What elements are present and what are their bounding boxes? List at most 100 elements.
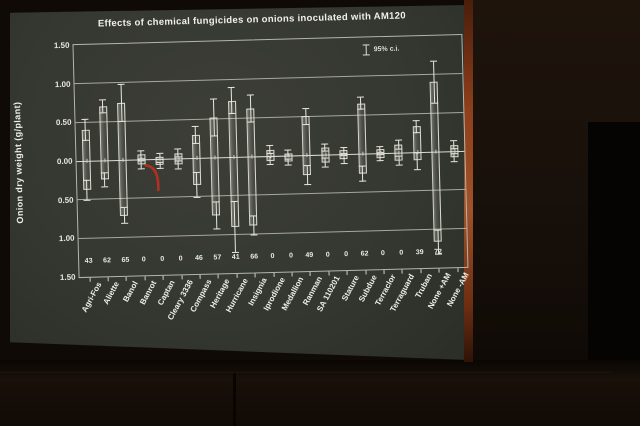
zero-axis-tick — [435, 149, 437, 154]
colonization-value: 62 — [103, 257, 112, 265]
colonization-value: 0 — [141, 256, 146, 264]
error-bar-cap — [193, 172, 201, 174]
y-tick-label: 1.00 — [58, 233, 75, 244]
y-tick-label: 1.50 — [53, 40, 70, 51]
colonization-value: 65 — [121, 256, 130, 264]
colonization-value: 0 — [380, 250, 385, 258]
y-tick-label: 0.50 — [55, 118, 72, 128]
error-bar-cap — [430, 102, 438, 104]
error-bar-cap — [395, 164, 403, 166]
error-bar-cap — [212, 200, 220, 203]
zero-axis-tick — [380, 151, 382, 156]
error-bar-cap — [230, 200, 238, 202]
error-bar-cap — [358, 165, 366, 167]
zero-axis-tick — [214, 155, 216, 160]
zero-axis-tick — [177, 156, 180, 161]
error-bar-cap — [450, 140, 458, 142]
colonization-value: 72 — [434, 248, 443, 256]
colonization-value: 0 — [178, 255, 183, 263]
error-bar-cap — [120, 222, 128, 224]
error-bar-cap — [156, 161, 164, 163]
error-bar-cap — [321, 166, 329, 168]
screen-edge-strip — [464, 0, 473, 362]
zero-axis-tick — [141, 157, 143, 162]
error-bar-cap — [210, 135, 218, 137]
error-bar-upper — [415, 120, 418, 133]
error-bar-cap — [174, 148, 182, 150]
wall-edge-line — [0, 372, 610, 373]
laser-pointer-mark — [143, 161, 170, 201]
error-bar-cap — [249, 215, 257, 217]
colonization-value: 46 — [195, 254, 203, 263]
error-bar-cap — [213, 228, 221, 230]
error-bar-cap — [246, 94, 254, 97]
colonization-value: 43 — [84, 257, 93, 265]
y-tick-label: 1.50 — [59, 272, 76, 283]
colonization-value: 57 — [213, 254, 222, 262]
colonization-value: 62 — [360, 250, 369, 258]
error-bar-cap — [228, 113, 236, 115]
zero-axis-tick — [122, 157, 124, 162]
error-bar-cap — [429, 60, 437, 62]
error-bar-upper — [305, 108, 307, 125]
error-bar-upper — [359, 97, 362, 110]
legend-label: 95% c.i. — [373, 45, 400, 54]
error-bar-cap — [356, 96, 364, 98]
category-label: Banol — [121, 279, 140, 304]
plot-area: Onion dry weight (g/plant) 95% c.i. 1.50… — [12, 33, 469, 282]
error-bar-upper — [102, 100, 104, 113]
y-tick-label: 1.00 — [54, 79, 71, 89]
gridline — [78, 227, 467, 239]
error-bar-cap — [302, 123, 310, 125]
zero-axis-tick — [104, 158, 106, 163]
zero-axis-tick — [361, 151, 363, 156]
slide-chart: Effects of chemical fungicides on onions… — [12, 9, 476, 350]
error-bar-cap — [232, 251, 240, 253]
error-bar-cap — [284, 158, 292, 160]
category-label: Aliette — [101, 280, 122, 306]
colonization-value: 0 — [270, 252, 275, 261]
error-bar-cap — [376, 145, 384, 147]
error-bar-cap — [156, 167, 164, 169]
wall-seam — [233, 373, 236, 426]
zero-axis-tick — [453, 149, 455, 154]
gridline — [74, 73, 463, 85]
colonization-value: 41 — [231, 253, 240, 262]
legend: 95% c.i. — [362, 43, 400, 57]
error-bar-cap — [412, 119, 420, 122]
category-axis-labels: Agri-Fos Aliette Banol Banrot Captan Cleary 3… — [79, 271, 470, 345]
zero-axis-tick — [306, 153, 308, 158]
category-label: Agri-Fos — [79, 280, 104, 314]
error-bar-cap — [395, 155, 403, 157]
zero-axis-tick — [343, 152, 345, 157]
error-bar-cap — [81, 140, 90, 142]
error-bar-cap — [83, 179, 91, 181]
error-bar-cap — [413, 132, 421, 134]
zero-axis-tick — [417, 150, 419, 155]
error-bar-cap — [377, 160, 385, 162]
error-bar-cap — [99, 111, 107, 114]
error-bar-icon — [362, 44, 370, 56]
error-bar-cap — [192, 125, 200, 127]
colonization-value: 0 — [288, 252, 294, 260]
zero-axis-tick — [269, 153, 272, 159]
zero-axis-tick — [196, 155, 198, 160]
gridline — [77, 189, 466, 201]
error-bar-cap — [285, 164, 293, 166]
bar-column — [429, 81, 442, 243]
error-bar-cap — [120, 207, 128, 209]
colonization-value: 0 — [399, 249, 404, 257]
error-bar-cap — [192, 142, 200, 144]
colonization-value: 49 — [305, 251, 314, 260]
error-bar-cap — [304, 183, 312, 186]
error-bar-cap — [227, 86, 235, 88]
error-bar-cap — [266, 145, 274, 147]
error-bar-cap — [137, 168, 145, 170]
error-bar-cap — [118, 120, 126, 122]
zero-axis-tick — [398, 150, 400, 155]
zero-axis-tick — [159, 156, 161, 161]
y-tick-label: 0.00 — [56, 156, 73, 167]
error-bar-cap — [250, 233, 258, 236]
error-bar-cap — [339, 146, 347, 148]
colonization-value: 39 — [415, 249, 424, 257]
